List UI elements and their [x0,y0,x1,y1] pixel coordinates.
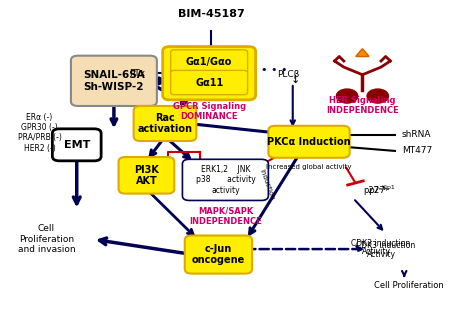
Text: PI3K
AKT: PI3K AKT [134,165,159,186]
FancyBboxPatch shape [163,47,255,100]
Text: • • •: • • • [261,65,287,75]
Text: ERK1,2    JNK
p38       activity
activity: ERK1,2 JNK p38 activity activity [195,165,255,195]
Text: Increased global activity: Increased global activity [266,164,352,170]
Text: BIM-45187: BIM-45187 [178,9,245,19]
FancyBboxPatch shape [171,70,247,95]
Text: SNAIL-6SA
Sh-WISP-2: SNAIL-6SA Sh-WISP-2 [83,70,145,92]
FancyBboxPatch shape [134,106,196,141]
Text: HER Signaling
INDEPENDENCE: HER Signaling INDEPENDENCE [326,95,399,115]
Text: Activity: Activity [366,250,395,259]
FancyBboxPatch shape [268,126,350,158]
Text: c-Jun
oncogene: c-Jun oncogene [192,244,245,265]
Text: PTx: PTx [129,69,145,78]
Text: Rac
activation: Rac activation [137,113,192,134]
Text: ERα (-)
GPR30 (-)
PRA/PRB (-)
HER2 (-): ERα (-) GPR30 (-) PRA/PRB (-) HER2 (-) [18,113,62,153]
FancyBboxPatch shape [118,157,174,193]
Circle shape [367,89,388,103]
Text: EMT: EMT [64,140,90,150]
Text: MT477: MT477 [402,146,432,156]
FancyBboxPatch shape [71,56,157,106]
Text: Activity: Activity [362,247,391,256]
Text: Cell Proliferation: Cell Proliferation [374,281,444,290]
Circle shape [337,89,358,103]
Text: Kip1: Kip1 [382,185,395,190]
Text: shRNA: shRNA [402,130,431,139]
Text: MAPK/SAPK
INDEPENDENCE: MAPK/SAPK INDEPENDENCE [189,207,262,226]
Polygon shape [356,49,369,57]
Text: GPCR Signaling
DOMINANCE: GPCR Signaling DOMINANCE [173,102,246,121]
Text: p27: p27 [368,186,385,195]
Text: Gα11: Gα11 [195,77,223,87]
Text: CDK3 induction: CDK3 induction [356,241,415,250]
Text: Induction: Induction [259,168,275,201]
Text: Gα1/Gαo: Gα1/Gαo [186,57,232,67]
Text: ↓: ↓ [291,75,300,85]
Text: PLCβ: PLCβ [277,70,299,79]
Text: PKCα Induction: PKCα Induction [267,137,351,147]
Text: CDK3 induction: CDK3 induction [351,239,410,248]
Text: p27ᵊ¹ᵖ: p27ᵊ¹ᵖ [363,186,390,195]
Text: Cell
Proliferation
and invasion: Cell Proliferation and invasion [18,225,75,254]
FancyBboxPatch shape [52,129,101,161]
FancyBboxPatch shape [171,50,247,74]
FancyBboxPatch shape [182,159,268,201]
FancyBboxPatch shape [185,235,252,274]
